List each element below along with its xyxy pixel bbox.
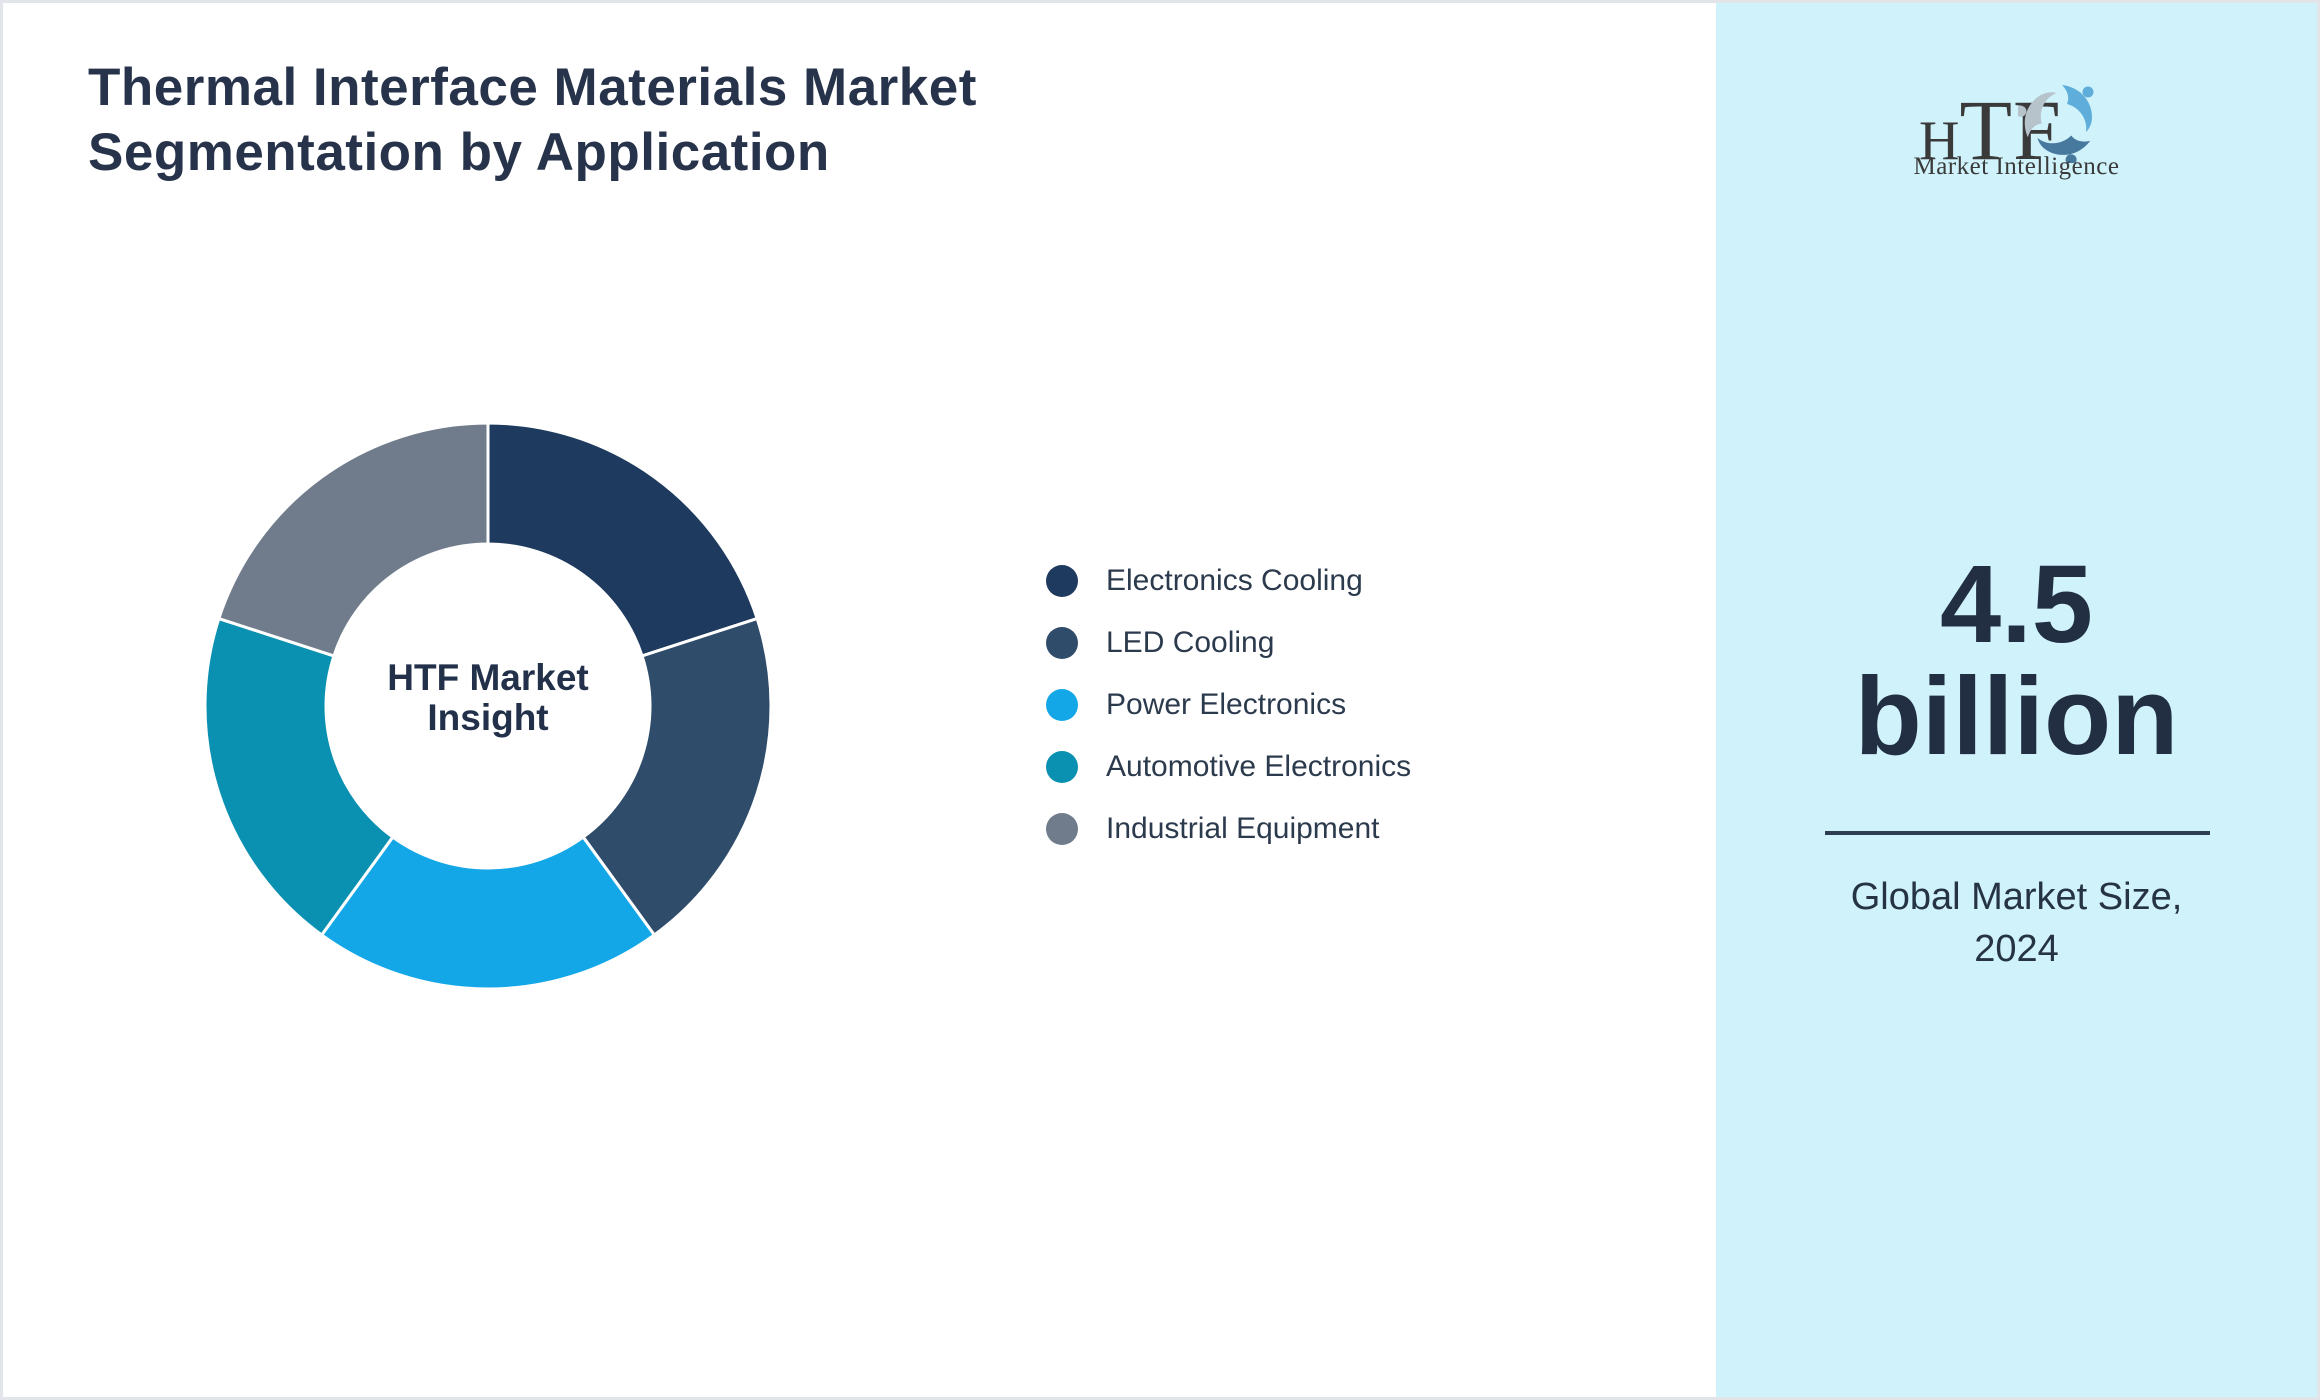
legend-swatch-icon bbox=[1046, 565, 1078, 597]
donut-slice-0 bbox=[486, 421, 759, 658]
legend-item: Industrial Equipment bbox=[1046, 812, 1411, 845]
donut-slice-4 bbox=[217, 421, 490, 658]
legend-label: Electronics Cooling bbox=[1106, 564, 1363, 597]
market-size-caption-line1: Global Market Size, bbox=[1850, 876, 2183, 918]
legend-swatch-icon bbox=[1046, 689, 1078, 721]
legend-item: Automotive Electronics bbox=[1046, 750, 1412, 783]
legend-label: LED Cooling bbox=[1106, 626, 1275, 659]
market-size-value: 4.5 billion bbox=[1716, 549, 2317, 773]
donut-slice-1 bbox=[581, 617, 773, 937]
legend-item: Electronics Cooling bbox=[1046, 564, 1411, 597]
stat-divider bbox=[1825, 831, 2210, 835]
sidebar: HTF Market Intelligence 4.5 billion bbox=[1716, 3, 2317, 1397]
legend-label: Automotive Electronics bbox=[1106, 750, 1412, 783]
legend-label: Industrial Equipment bbox=[1106, 812, 1380, 845]
page-title-line1: Thermal Interface Materials Market bbox=[88, 58, 977, 117]
donut-slice-2 bbox=[320, 835, 656, 991]
donut-slice-3 bbox=[203, 617, 395, 937]
donut-center-label-line2: Insight bbox=[427, 697, 549, 738]
htf-logo-text-h: H bbox=[1919, 110, 1960, 172]
legend-item: Power Electronics bbox=[1046, 688, 1411, 721]
page-title-line2: Segmentation by Application bbox=[88, 123, 830, 182]
legend-swatch-icon bbox=[1046, 751, 1078, 783]
donut-chart bbox=[203, 421, 773, 991]
market-size-caption: Global Market Size, 2024 bbox=[1716, 871, 2317, 975]
legend-swatch-icon bbox=[1046, 627, 1078, 659]
htf-logo-swirl-icon bbox=[2018, 85, 2094, 163]
market-size-value-number: 4.5 bbox=[1940, 543, 2093, 666]
page-title: Thermal Interface Materials Market Segme… bbox=[88, 55, 977, 185]
market-size-value-unit: billion bbox=[1854, 655, 2179, 778]
donut-center-label: HTF Market Insight bbox=[328, 658, 648, 738]
legend-label: Power Electronics bbox=[1106, 688, 1347, 721]
donut-center-label-line1: HTF Market bbox=[387, 657, 589, 698]
htf-logo-tagline: Market Intelligence bbox=[1913, 153, 2120, 180]
legend: Electronics Cooling LED Cooling Power Elec… bbox=[1046, 564, 1412, 845]
market-size-caption-line2: 2024 bbox=[1974, 928, 2059, 970]
legend-swatch-icon bbox=[1046, 813, 1078, 845]
legend-item: LED Cooling bbox=[1046, 626, 1411, 659]
